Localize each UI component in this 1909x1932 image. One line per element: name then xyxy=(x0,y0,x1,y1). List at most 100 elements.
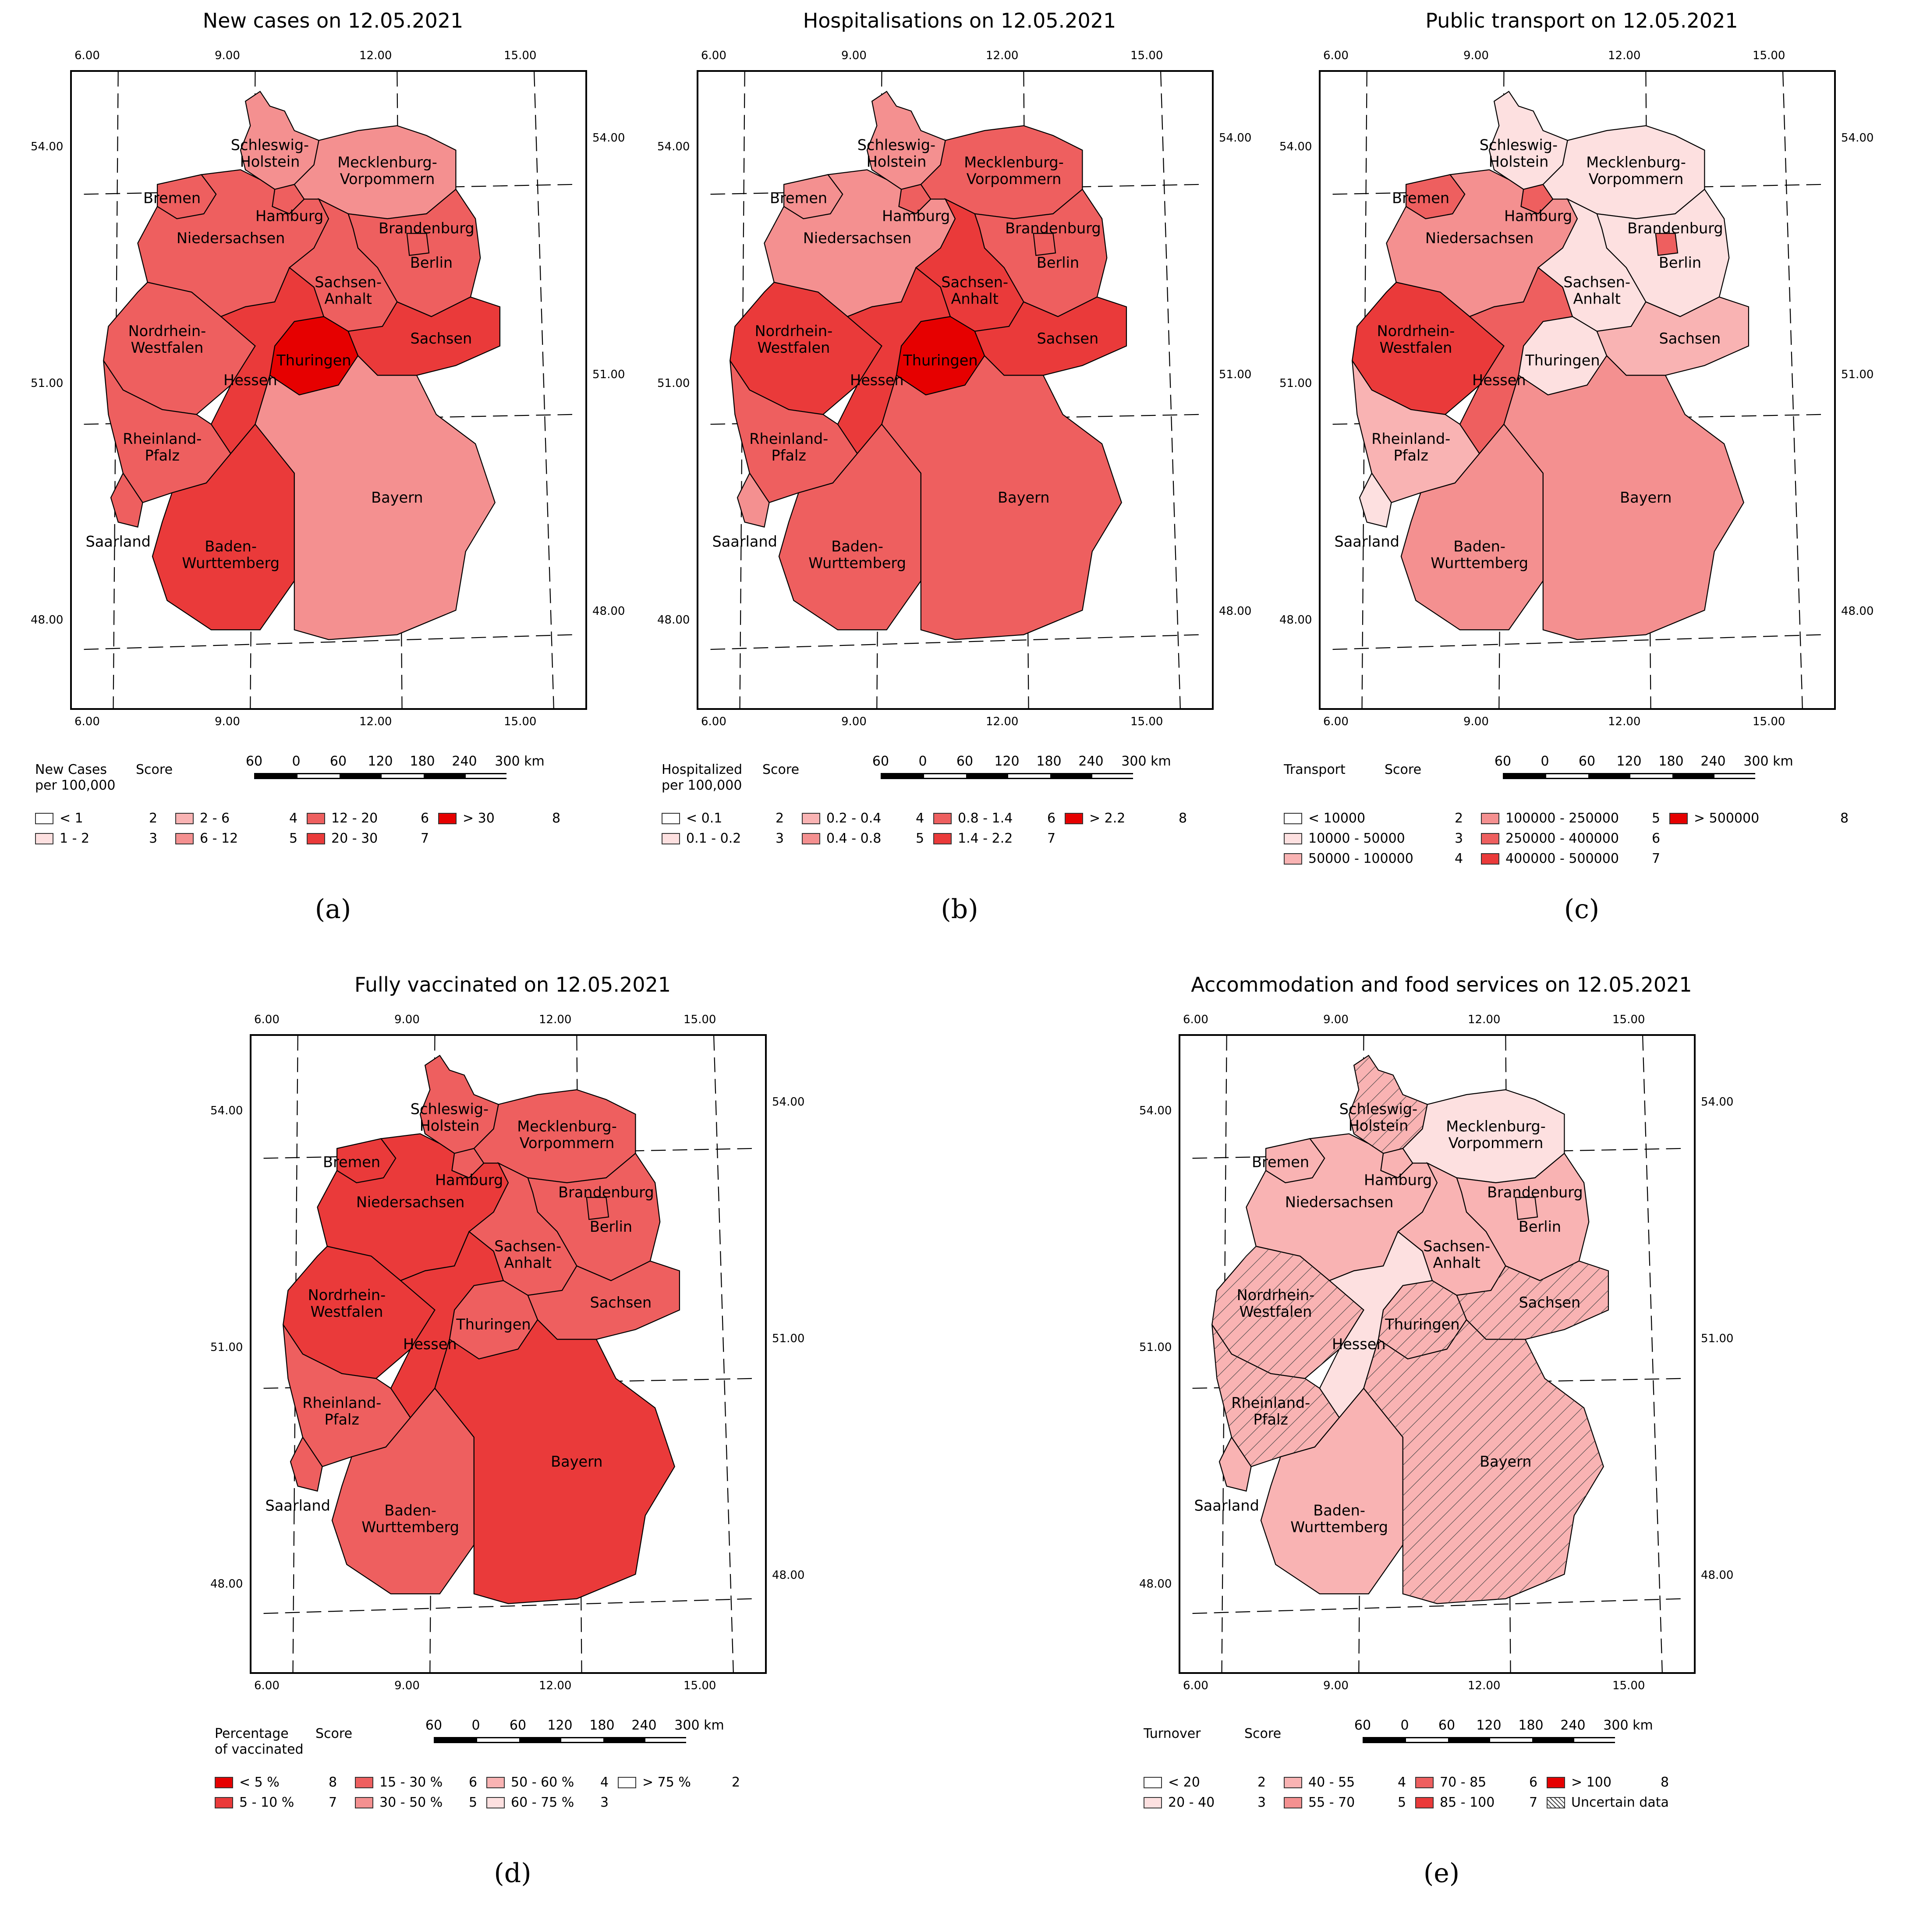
legend-score: 3 xyxy=(776,831,784,846)
graticule-line xyxy=(1332,634,1822,650)
lon-tick-label: 12.00 xyxy=(539,1013,572,1026)
legend-header: New Cases xyxy=(35,762,107,777)
state-label: Holstein xyxy=(867,153,927,170)
legend-label: 85 - 100 xyxy=(1440,1795,1495,1810)
map-frame: Schleswig- Holstein Mecklenburg- Vorpommern… xyxy=(250,1034,767,1674)
subfigure-letter: (b) xyxy=(941,894,978,925)
legend-label: 0.8 - 1.4 xyxy=(958,811,1013,826)
lon-tick-label: 15.00 xyxy=(1130,49,1163,62)
lat-tick-label: 51.00 xyxy=(1841,368,1874,381)
lon-tick-label: 15.00 xyxy=(1130,715,1163,728)
lat-tick-label: 51.00 xyxy=(772,1332,805,1345)
uncertain-hatch xyxy=(1456,1261,1608,1340)
scale-label: 300 km xyxy=(1121,754,1171,769)
lat-tick-label: 48.00 xyxy=(1701,1569,1734,1582)
legend-label: 50 - 60 % xyxy=(511,1775,574,1790)
scale-label: 240 xyxy=(631,1718,657,1733)
lat-tick-label: 54.00 xyxy=(1701,1095,1734,1109)
legend-score: 8 xyxy=(1661,1775,1669,1790)
scale-label: 60 xyxy=(1494,754,1512,769)
state-label: Nordrhein- xyxy=(1237,1287,1315,1304)
lat-tick-label: 48.00 xyxy=(592,605,625,618)
state-label: Wurttemberg xyxy=(1431,555,1528,572)
legend-score-header: Score xyxy=(1385,762,1422,777)
lat-tick-label: 54.00 xyxy=(210,1104,243,1117)
legend-swatch xyxy=(1284,853,1302,865)
legend-score-header: Score xyxy=(315,1726,353,1741)
legend-score: 3 xyxy=(1257,1795,1266,1810)
scale-label: 180 xyxy=(410,754,435,769)
scale-label: 180 xyxy=(1658,754,1684,769)
lat-tick-label: 51.00 xyxy=(592,368,625,381)
scale-label: 60 xyxy=(329,754,347,769)
lat-tick-label: 48.00 xyxy=(31,613,64,627)
legend-swatch xyxy=(1481,853,1499,865)
legend-label: > 2.2 xyxy=(1089,811,1126,826)
legend-swatch xyxy=(1284,812,1302,824)
legend-score: 2 xyxy=(149,811,158,826)
subfigure-letter: (c) xyxy=(1564,894,1600,925)
state-label: Berlin xyxy=(410,254,453,271)
legend-score: 4 xyxy=(1455,851,1463,866)
state-label: Vorpommern xyxy=(967,170,1062,188)
state-label: Hessen xyxy=(223,372,277,389)
state-label: Hamburg xyxy=(1504,208,1572,225)
legend-swatch xyxy=(933,833,952,844)
state-label: Holstein xyxy=(1349,1117,1409,1134)
germany-map: Schleswig-Holstein Mecklenburg-Vorpommern… xyxy=(1192,1036,1682,1672)
lon-tick-label: 9.00 xyxy=(1323,1679,1349,1692)
lon-tick-label: 9.00 xyxy=(394,1679,420,1692)
legend-score-header: Score xyxy=(136,762,173,777)
state-label: Baden- xyxy=(1313,1502,1365,1519)
lat-tick-label: 54.00 xyxy=(1219,131,1252,145)
state-label: Thuringen xyxy=(1385,1316,1459,1333)
map-legend: Turnover Score < 20 2 20 - 40 3 40 - 55 4 55 - 7… xyxy=(1135,1726,1748,1823)
legend-item: 6 - 12 xyxy=(175,831,238,846)
state-by xyxy=(434,1319,675,1604)
state-label: Saarland xyxy=(1194,1497,1259,1514)
legend-score: 6 xyxy=(1047,811,1056,826)
legend-swatch xyxy=(35,833,53,844)
lon-tick-label: 12.00 xyxy=(1608,715,1641,728)
legend-score: 6 xyxy=(1652,831,1661,846)
scale-label: 60 xyxy=(509,1718,527,1733)
state-label: Mecklenburg- xyxy=(1586,154,1686,171)
legend-label: 60 - 75 % xyxy=(511,1795,574,1810)
scale-bar: 60 0 60 120 180 240 300 km xyxy=(872,754,1187,796)
state-label: Wurttemberg xyxy=(361,1519,459,1536)
state-label: Nordrhein- xyxy=(308,1287,386,1304)
legend-swatch xyxy=(1481,833,1499,844)
lon-tick-label: 6.00 xyxy=(74,49,100,62)
state-label: Bremen xyxy=(323,1153,380,1170)
state-hb xyxy=(783,174,843,220)
state-label: Bremen xyxy=(1392,189,1449,206)
lon-tick-label: 9.00 xyxy=(841,49,867,62)
legend-header: of vaccinated xyxy=(215,1742,304,1757)
scale-label: 240 xyxy=(452,754,477,769)
state-label: Niedersachsen xyxy=(1425,230,1534,247)
legend-label: 12 - 20 xyxy=(331,811,378,826)
legend-score: 8 xyxy=(329,1775,337,1790)
legend-item: 85 - 100 xyxy=(1415,1795,1495,1810)
state-be xyxy=(586,1197,609,1220)
scale-label: 300 km xyxy=(495,754,545,769)
legend-swatch xyxy=(618,1776,636,1788)
legend-label: 1.4 - 2.2 xyxy=(958,831,1013,846)
map-title: Fully vaccinated on 12.05.2021 xyxy=(354,973,671,996)
state-hh xyxy=(1520,184,1554,215)
legend-item: 250000 - 400000 xyxy=(1481,831,1619,846)
graticule-line xyxy=(1192,1598,1682,1614)
state-label: Vorpommern xyxy=(340,170,435,188)
uncertain-hatch xyxy=(1349,1055,1427,1154)
lon-tick-label: 9.00 xyxy=(215,715,240,728)
state-label: Nordrhein- xyxy=(128,323,206,340)
legend-score: 6 xyxy=(469,1775,478,1790)
state-label: Hamburg xyxy=(435,1172,503,1189)
graticule-line xyxy=(292,1036,298,1672)
state-label: Mecklenburg- xyxy=(517,1118,617,1135)
legend-swatch xyxy=(1284,1776,1302,1788)
legend-label: < 5 % xyxy=(239,1775,280,1790)
legend-score: 4 xyxy=(1398,1775,1406,1790)
legend-score: 7 xyxy=(1529,1795,1538,1810)
lon-tick-label: 12.00 xyxy=(986,715,1019,728)
